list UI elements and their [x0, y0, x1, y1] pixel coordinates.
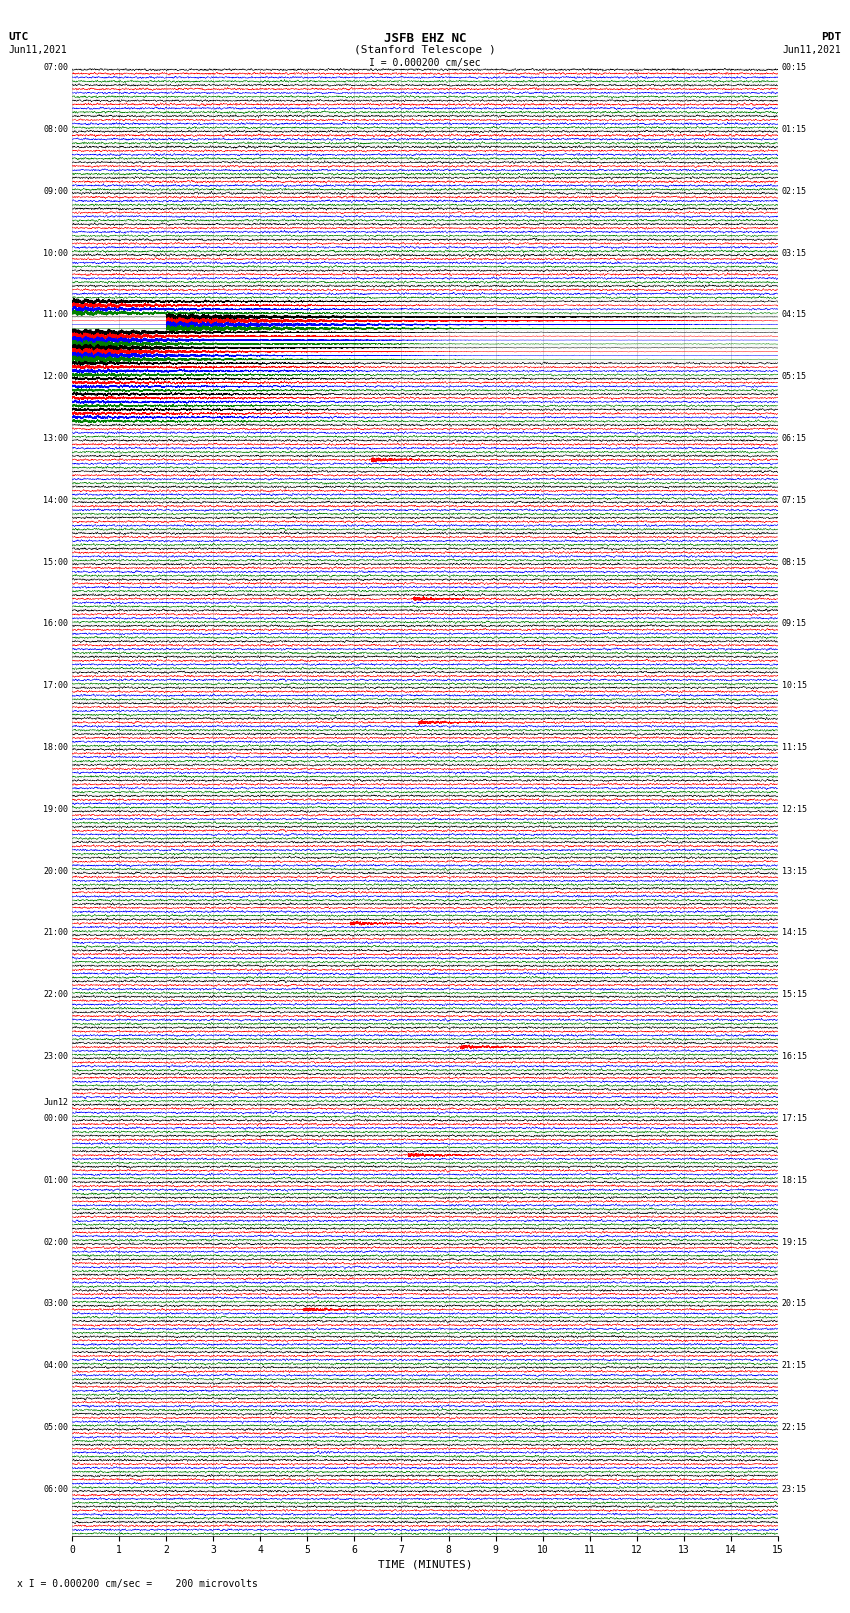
Text: 18:15: 18:15 — [782, 1176, 807, 1184]
Text: 22:15: 22:15 — [782, 1423, 807, 1432]
Text: 23:00: 23:00 — [43, 1052, 68, 1061]
Text: 17:15: 17:15 — [782, 1115, 807, 1123]
Text: 01:15: 01:15 — [782, 126, 807, 134]
Text: JSFB EHZ NC: JSFB EHZ NC — [383, 32, 467, 45]
Text: 14:00: 14:00 — [43, 495, 68, 505]
Text: 09:00: 09:00 — [43, 187, 68, 195]
Text: 11:00: 11:00 — [43, 310, 68, 319]
Text: 13:15: 13:15 — [782, 866, 807, 876]
Text: Jun11,2021: Jun11,2021 — [8, 45, 67, 55]
Text: 21:15: 21:15 — [782, 1361, 807, 1369]
Text: 02:15: 02:15 — [782, 187, 807, 195]
Text: 08:15: 08:15 — [782, 558, 807, 566]
Text: 13:00: 13:00 — [43, 434, 68, 444]
Text: 21:00: 21:00 — [43, 929, 68, 937]
Text: 10:00: 10:00 — [43, 248, 68, 258]
Text: 09:15: 09:15 — [782, 619, 807, 629]
Text: 17:00: 17:00 — [43, 681, 68, 690]
Text: 20:00: 20:00 — [43, 866, 68, 876]
Text: 02:00: 02:00 — [43, 1237, 68, 1247]
Text: 15:00: 15:00 — [43, 558, 68, 566]
Text: 23:15: 23:15 — [782, 1484, 807, 1494]
Text: 05:00: 05:00 — [43, 1423, 68, 1432]
Text: 00:15: 00:15 — [782, 63, 807, 73]
Text: 03:00: 03:00 — [43, 1300, 68, 1308]
Text: 16:15: 16:15 — [782, 1052, 807, 1061]
Text: 12:15: 12:15 — [782, 805, 807, 815]
Text: Jun11,2021: Jun11,2021 — [783, 45, 842, 55]
X-axis label: TIME (MINUTES): TIME (MINUTES) — [377, 1560, 473, 1569]
Text: Jun12: Jun12 — [43, 1098, 68, 1108]
Text: 19:15: 19:15 — [782, 1237, 807, 1247]
Text: 19:00: 19:00 — [43, 805, 68, 815]
Text: 15:15: 15:15 — [782, 990, 807, 1000]
Text: 22:00: 22:00 — [43, 990, 68, 1000]
Text: 04:00: 04:00 — [43, 1361, 68, 1369]
Text: 18:00: 18:00 — [43, 744, 68, 752]
Text: 07:00: 07:00 — [43, 63, 68, 73]
Text: 14:15: 14:15 — [782, 929, 807, 937]
Text: 03:15: 03:15 — [782, 248, 807, 258]
Text: 10:15: 10:15 — [782, 681, 807, 690]
Text: 12:00: 12:00 — [43, 373, 68, 381]
Text: 16:00: 16:00 — [43, 619, 68, 629]
Text: 01:00: 01:00 — [43, 1176, 68, 1184]
Text: (Stanford Telescope ): (Stanford Telescope ) — [354, 45, 496, 55]
Text: PDT: PDT — [821, 32, 842, 42]
Text: UTC: UTC — [8, 32, 29, 42]
Text: 07:15: 07:15 — [782, 495, 807, 505]
Text: 08:00: 08:00 — [43, 126, 68, 134]
Text: 11:15: 11:15 — [782, 744, 807, 752]
Text: 04:15: 04:15 — [782, 310, 807, 319]
Text: 06:15: 06:15 — [782, 434, 807, 444]
Text: 06:00: 06:00 — [43, 1484, 68, 1494]
Text: x I = 0.000200 cm/sec =    200 microvolts: x I = 0.000200 cm/sec = 200 microvolts — [17, 1579, 258, 1589]
Text: 05:15: 05:15 — [782, 373, 807, 381]
Text: I = 0.000200 cm/sec: I = 0.000200 cm/sec — [369, 58, 481, 68]
Text: 00:00: 00:00 — [43, 1115, 68, 1123]
Text: 20:15: 20:15 — [782, 1300, 807, 1308]
